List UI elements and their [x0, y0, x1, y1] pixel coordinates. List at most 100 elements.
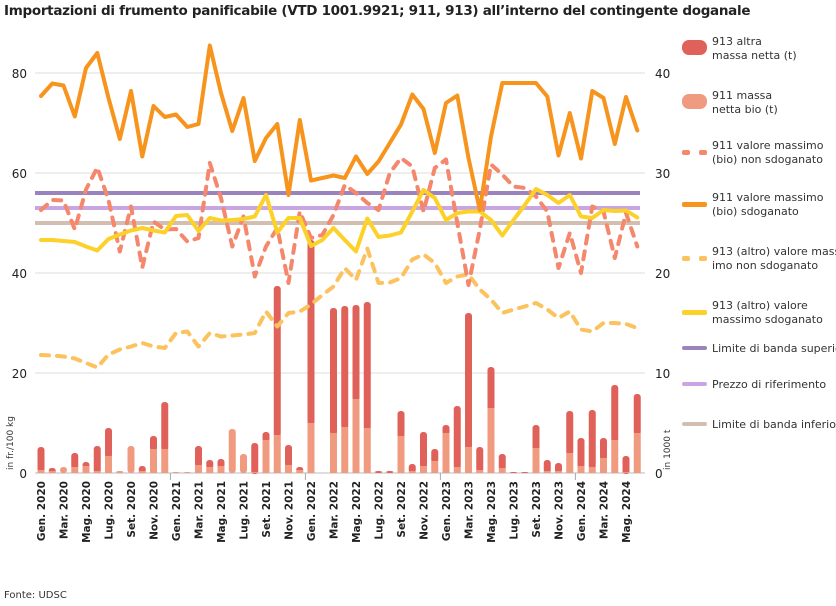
- bar-913-altra: [566, 411, 574, 455]
- bar-911-bio: [465, 447, 472, 473]
- legend-swatch: [699, 150, 707, 155]
- legend-label: (bio) sdoganato: [712, 205, 799, 218]
- bar-911-bio: [532, 448, 540, 473]
- bar-913-altra: [555, 463, 562, 473]
- bar-913-altra: [521, 472, 529, 473]
- bar-913-altra: [330, 308, 337, 435]
- bar-911-bio: [476, 470, 484, 473]
- bar-913-altra: [397, 411, 405, 438]
- bar-913-altra: [431, 449, 439, 463]
- bar-913-altra: [273, 286, 281, 437]
- bar-913-altra: [251, 443, 259, 474]
- x-tick-label: Gen. 2022: [306, 481, 318, 541]
- legend-swatch: [682, 150, 690, 155]
- x-tick-label: Nov. 2022: [419, 481, 431, 540]
- bar-911-bio: [93, 471, 101, 473]
- legend-label: Limite di banda superiore: [712, 342, 836, 355]
- legend-item: Prezzo di riferimento: [682, 378, 826, 391]
- bar-913-altra: [150, 436, 157, 451]
- y-right-tick-label: 40: [655, 67, 670, 81]
- bar-911-bio: [363, 428, 371, 473]
- x-tick-label: Mag. 2023: [486, 481, 498, 543]
- legend-item: Limite di banda superiore: [682, 342, 836, 355]
- legend-label: 913 (altro) valore: [712, 299, 808, 312]
- bar-913-altra: [588, 410, 596, 469]
- x-tick-label: Mag. 2024: [621, 481, 633, 543]
- legend-label: 913 (altro) valore mass-: [712, 245, 836, 258]
- x-tick-label: Nov. 2021: [284, 481, 296, 540]
- legend-label: 911 valore massimo: [712, 139, 824, 152]
- x-tick-label: Nov. 2023: [554, 481, 566, 540]
- legend-label: netta bio (t): [712, 103, 778, 116]
- bar-913-altra: [307, 240, 315, 425]
- bar-911-bio: [431, 461, 439, 473]
- source-note: Fonte: UDSC: [4, 590, 67, 601]
- bar-913-altra: [408, 464, 416, 473]
- bar-913-altra: [611, 385, 619, 442]
- legend-swatch: [699, 256, 707, 261]
- x-tick-label: Mag. 2020: [81, 481, 93, 543]
- y-left-axis-label: in fr./100 kg: [6, 416, 16, 470]
- bar-913-altra: [363, 302, 371, 430]
- bar-911-bio: [161, 449, 169, 473]
- series-line: [39, 43, 640, 212]
- x-tick-label: Mar. 2023: [464, 481, 476, 539]
- bar-913-altra: [37, 447, 45, 472]
- bar-913-altra: [510, 472, 517, 473]
- bar-913-altra: [487, 367, 495, 410]
- bar-911-bio: [262, 440, 270, 473]
- bar-913-altra: [622, 456, 630, 474]
- x-tick-label: Mag. 2021: [216, 481, 228, 543]
- bar-913-altra: [93, 446, 101, 473]
- bar-911-bio: [37, 470, 45, 473]
- bar-911-bio: [296, 470, 304, 473]
- x-tick-label: Gen. 2021: [171, 481, 183, 541]
- legend-label: 913 altra: [712, 35, 762, 48]
- series-line: [39, 156, 640, 287]
- bar-911-bio: [48, 471, 56, 473]
- x-tick-label: Lug. 2023: [509, 481, 521, 540]
- bar-913-altra: [71, 453, 79, 469]
- legend-swatch: [682, 422, 707, 426]
- bar-911-bio: [251, 472, 259, 473]
- bar-913-altra: [386, 471, 394, 473]
- bar-911-bio: [71, 467, 79, 473]
- bar-911-bio: [341, 427, 349, 473]
- bar-911-bio: [566, 453, 574, 473]
- bar-913-altra: [633, 394, 641, 435]
- legend-swatch: [682, 94, 707, 109]
- legend-label: massimo sdoganato: [712, 313, 823, 326]
- bar-913-altra: [217, 459, 225, 468]
- bar-911-bio: [116, 471, 124, 473]
- bar-913-altra: [105, 428, 112, 458]
- bar-913-altra: [577, 438, 585, 468]
- bar-911-bio: [487, 408, 495, 473]
- bar-913-altra: [476, 447, 484, 472]
- bar-911-bio: [453, 467, 461, 473]
- bar-913-altra: [195, 446, 202, 467]
- y-right-axis-label: in 1000 t: [663, 429, 673, 470]
- bar-911-bio: [588, 467, 596, 473]
- legend-item: Limite di banda inferiore: [682, 418, 836, 431]
- legend-swatch: [682, 40, 707, 55]
- chart-svg: 0 0 20 10 40 20 60 30 80 40 in fr./100 kg in 1000 t…: [6, 35, 836, 543]
- bar-913-altra: [420, 432, 427, 468]
- bar-911-bio: [397, 436, 405, 473]
- legend-label: (bio) non sdoganato: [712, 153, 823, 166]
- x-tick-label: Mar. 2024: [599, 481, 611, 539]
- bar-911-bio: [577, 466, 585, 473]
- x-tick-label: Set. 2020: [126, 481, 138, 538]
- series-line: [39, 187, 640, 254]
- bar-913-altra: [375, 471, 382, 473]
- y-right-tick-label: 0: [655, 467, 663, 481]
- bar-911-bio: [408, 471, 416, 473]
- bar-911-bio: [285, 465, 292, 473]
- x-tick-label: Gen. 2024: [576, 481, 588, 541]
- bar-911-bio: [240, 454, 247, 473]
- legend-label: 911 valore massimo: [712, 191, 824, 204]
- bar-913-altra: [442, 425, 450, 435]
- bar-911-bio: [420, 466, 427, 473]
- bar-911-bio: [138, 471, 146, 473]
- series-line: [39, 246, 640, 370]
- bar-911-bio: [622, 472, 630, 473]
